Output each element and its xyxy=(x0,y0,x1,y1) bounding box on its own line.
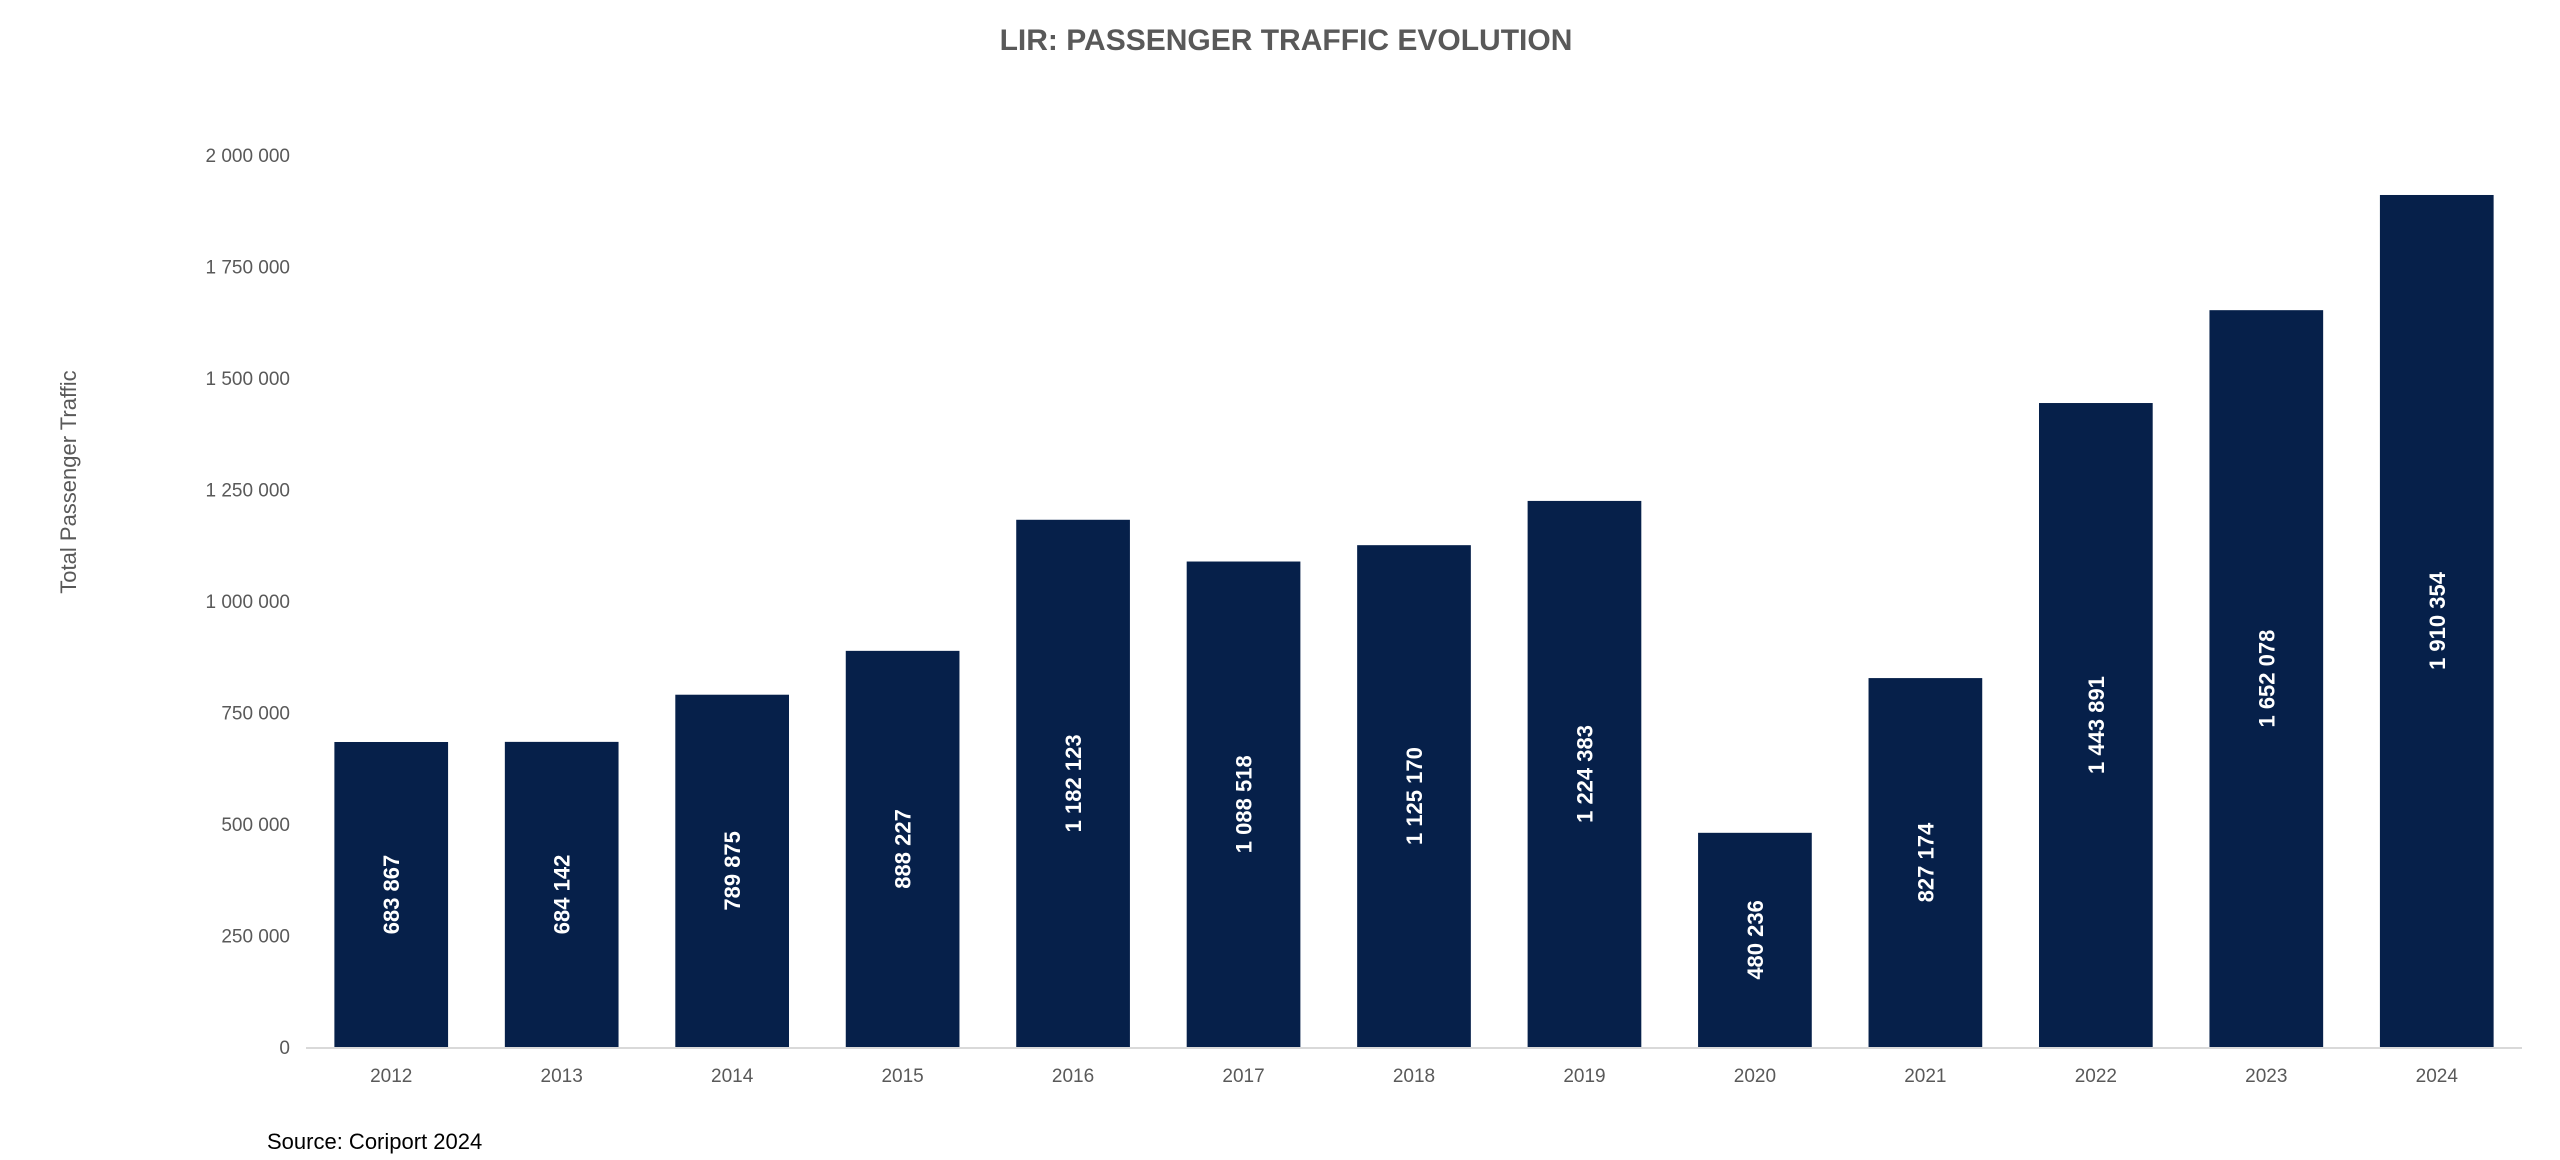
bar-2023 xyxy=(2209,310,2324,1047)
bar-2022 xyxy=(2038,403,2153,1047)
bar-data-label: 789 875 xyxy=(720,831,745,911)
bar-2024 xyxy=(2379,194,2494,1047)
x-tick-label: 2024 xyxy=(2416,1066,2459,1087)
source-note: Source: Coriport 2024 xyxy=(267,1129,482,1154)
x-tick-label: 2023 xyxy=(2245,1066,2287,1087)
bar-2013 xyxy=(504,741,619,1047)
y-tick-label: 0 xyxy=(279,1038,290,1059)
bar-2020 xyxy=(1698,832,1812,1047)
y-tick-label: 500 000 xyxy=(221,815,290,836)
x-tick-label: 2015 xyxy=(881,1066,923,1087)
bar-2016 xyxy=(1016,519,1130,1047)
bar-data-label: 1 182 123 xyxy=(1061,734,1086,832)
bar-data-label: 1 652 078 xyxy=(2254,630,2279,728)
x-tick-label: 2018 xyxy=(1393,1066,1435,1087)
bar-data-label: 1 443 891 xyxy=(2084,676,2109,774)
bar-data-label: 683 867 xyxy=(379,855,404,935)
bar-2017 xyxy=(1186,561,1301,1047)
bar-2018 xyxy=(1357,545,1471,1047)
x-tick-label: 2016 xyxy=(1052,1066,1094,1087)
bar-data-labels: 683 867 684 142 789 875 888 227 1 182 123 1 0… xyxy=(379,571,2450,979)
bar-data-label: 1 910 354 xyxy=(2425,571,2450,670)
bar-2015 xyxy=(845,650,960,1047)
x-tick-label: 2017 xyxy=(1222,1066,1264,1087)
y-tick-label: 1 750 000 xyxy=(205,258,290,279)
x-tick-label: 2022 xyxy=(2075,1066,2117,1087)
x-tick-label: 2019 xyxy=(1563,1066,1605,1087)
bars xyxy=(334,194,2494,1047)
y-axis-title: Total Passenger Traffic xyxy=(56,370,81,593)
bar-2012 xyxy=(334,741,449,1047)
x-axis-ticks: 2012 2013 2014 2015 2016 2017 2018 2019 2020 2021… xyxy=(370,1066,2458,1087)
bar-data-label: 1 088 518 xyxy=(1232,755,1257,853)
x-tick-label: 2020 xyxy=(1734,1066,1776,1087)
x-tick-label: 2021 xyxy=(1904,1066,1946,1087)
bar-2019 xyxy=(1527,500,1642,1047)
y-tick-label: 1 500 000 xyxy=(205,369,290,390)
y-tick-label: 2 000 000 xyxy=(205,146,290,167)
x-tick-label: 2013 xyxy=(541,1066,583,1087)
bar-data-label: 684 142 xyxy=(550,855,575,935)
bar-2021 xyxy=(1868,678,1983,1047)
bar-data-label: 827 174 xyxy=(1913,822,1938,902)
bar-2014 xyxy=(675,694,790,1047)
x-tick-label: 2012 xyxy=(370,1066,412,1087)
y-tick-label: 750 000 xyxy=(221,704,290,725)
x-tick-label: 2014 xyxy=(711,1066,754,1087)
bar-data-label: 1 125 170 xyxy=(1402,747,1427,845)
y-axis-ticks: 0 250 000 500 000 750 000 1 000 000 1 250 000… xyxy=(205,146,290,1059)
y-tick-label: 1 000 000 xyxy=(205,592,290,613)
chart-title: LIR: PASSENGER TRAFFIC EVOLUTION xyxy=(1000,24,1573,57)
bar-data-label: 888 227 xyxy=(891,809,916,889)
bar-data-label: 1 224 383 xyxy=(1572,725,1597,823)
y-tick-label: 250 000 xyxy=(221,927,290,948)
bar-data-label: 480 236 xyxy=(1743,900,1768,980)
y-tick-label: 1 250 000 xyxy=(205,481,290,502)
